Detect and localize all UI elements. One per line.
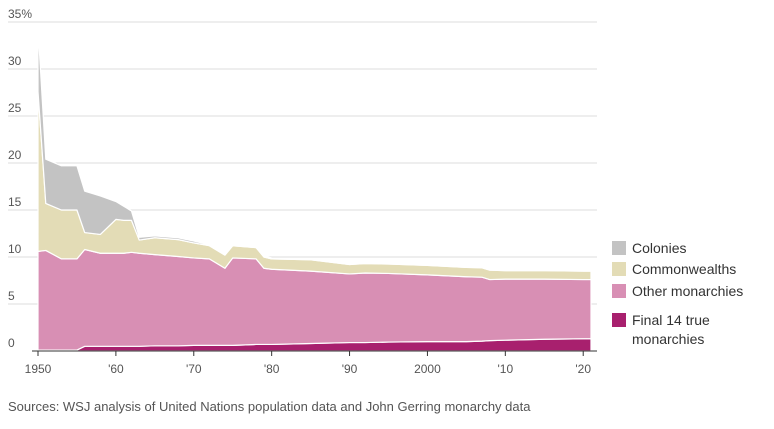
y-tick-label: 25 xyxy=(8,101,22,115)
area-series xyxy=(37,27,592,352)
y-tick-label: 35% xyxy=(8,7,32,21)
x-tick-label: '90 xyxy=(342,362,358,376)
x-tick-label: 1950 xyxy=(25,362,52,376)
y-tick-label: 5 xyxy=(8,289,15,303)
legend: Colonies Commonwealths Other monarchies Fin… xyxy=(612,240,743,347)
y-tick-label: 30 xyxy=(8,54,22,68)
y-tick-label: 10 xyxy=(8,242,22,256)
y-tick-label: 20 xyxy=(8,148,22,162)
x-tick-label: '60 xyxy=(108,362,124,376)
area-commonwealths xyxy=(37,90,592,281)
x-tick-label: '80 xyxy=(264,362,280,376)
legend-swatch xyxy=(612,284,626,298)
source-note: Sources: WSJ analysis of United Nations … xyxy=(8,399,531,414)
axes: 0 5 10 15 20 25 30 35% 1950 '60 '70 '80 '90 2000 '10 '2… xyxy=(8,7,597,376)
y-tick-label: 15 xyxy=(8,195,22,209)
x-tick-label: '20 xyxy=(575,362,591,376)
legend-swatch xyxy=(612,241,626,255)
legend-swatch xyxy=(612,262,626,276)
legend-label: Other monarchies xyxy=(632,283,743,299)
x-tick-label: '10 xyxy=(498,362,514,376)
x-tick-label: '70 xyxy=(186,362,202,376)
legend-swatch xyxy=(612,313,626,327)
legend-label: Commonwealths xyxy=(632,261,736,277)
legend-label: Final 14 true xyxy=(632,312,710,328)
legend-label: monarchies xyxy=(632,331,704,347)
area-colonies xyxy=(37,27,592,272)
y-tick-label: 0 xyxy=(8,336,15,350)
legend-label: Colonies xyxy=(632,240,686,256)
x-tick-label: 2000 xyxy=(414,362,441,376)
